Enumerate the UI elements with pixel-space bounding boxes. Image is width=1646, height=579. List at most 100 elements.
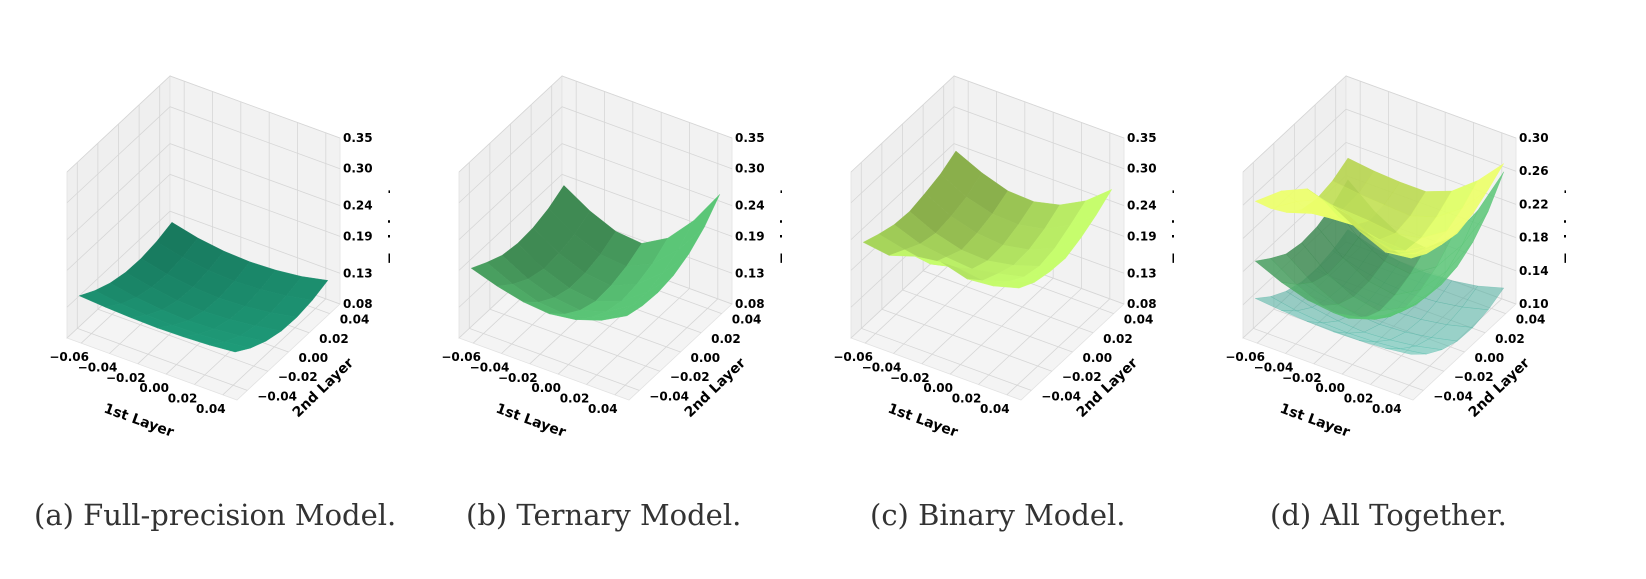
z-tick-label: 0.22	[1519, 197, 1549, 211]
y-tick-label: −0.02	[1454, 370, 1494, 384]
z-tick-label: 0.26	[1519, 164, 1549, 178]
z-tick-label: 0.19	[735, 229, 765, 243]
y-tick-label: −0.04	[649, 389, 689, 403]
x-axis-label: 1st Layer	[102, 401, 176, 441]
z-tick-label: 0.13	[343, 266, 373, 280]
z-axis-label: Training Loss	[1171, 159, 1174, 263]
z-tick-label: 0.08	[735, 297, 765, 311]
x-axis-label: 1st Layer	[1278, 401, 1352, 441]
z-axis-label: Training Loss	[387, 159, 390, 263]
y-tick-label: −0.02	[1062, 370, 1102, 384]
x-tick-label: −0.06	[1225, 350, 1265, 364]
z-axis-label: Training Loss	[1563, 159, 1566, 263]
surface-binary	[1254, 157, 1504, 259]
y-ticks: −0.04 −0.02 0.00 0.02 0.04	[1041, 313, 1153, 404]
panel-b: −0.06 −0.04 −0.02 0.00 0.02 0.04 −0.04 −0.02 0.0…	[392, 0, 782, 460]
grid-z	[458, 143, 733, 240]
z-ticks: 0.10 0.14 0.18 0.22 0.26 0.30	[1519, 131, 1549, 311]
grid-z	[850, 143, 1125, 240]
y-tick-label: −0.02	[670, 370, 710, 384]
z-axis-label: Training Loss	[779, 159, 782, 263]
y-tick-label: 0.02	[319, 332, 349, 346]
x-tick-label: 0.04	[980, 402, 1010, 416]
z-tick-label: 0.14	[1519, 264, 1549, 278]
z-ticks: 0.08 0.13 0.19 0.24 0.30 0.35	[343, 131, 373, 311]
x-ticks: −0.06−0.04−0.020.000.020.04	[49, 350, 225, 416]
z-tick-label: 0.24	[1127, 199, 1157, 213]
grid-z	[850, 106, 1125, 204]
y-tick-label: 0.04	[1124, 313, 1154, 327]
z-tick-label: 0.19	[343, 229, 373, 243]
x-tick-label: 0.00	[139, 381, 169, 395]
z-tick-label: 0.30	[1519, 131, 1549, 145]
x-tick-label: −0.02	[106, 371, 146, 385]
z-tick-label: 0.30	[1127, 162, 1157, 176]
y-tick-label: −0.04	[1041, 389, 1081, 403]
grid-z	[850, 75, 1125, 173]
y-tick-label: 0.04	[1516, 313, 1546, 327]
x-tick-label: −0.04	[862, 361, 902, 375]
y-ticks: −0.04 −0.02 0.00 0.02 0.04	[649, 313, 761, 404]
surface-ternary	[470, 185, 720, 321]
z-tick-label: 0.13	[735, 266, 765, 280]
surface-patch	[209, 341, 251, 353]
x-ticks: −0.06−0.04−0.020.000.020.04	[1225, 350, 1401, 416]
z-tick-label: 0.08	[1127, 297, 1157, 311]
z-tick-label: 0.10	[1519, 297, 1549, 311]
surface-patch	[601, 305, 643, 321]
panel-c: −0.06 −0.04 −0.02 0.00 0.02 0.04 −0.04 −0.02 0.0…	[784, 0, 1174, 460]
z-tick-label: 0.30	[735, 162, 765, 176]
x-axis-label: 1st Layer	[886, 401, 960, 441]
z-tick-label: 0.24	[735, 199, 765, 213]
panel-d: −0.06 −0.04 −0.02 0.00 0.02 0.04 −0.04 −0.02 0.0…	[1176, 0, 1566, 460]
x-tick-label: −0.06	[441, 350, 481, 364]
chart-d-surface: −0.06−0.04−0.020.000.020.04−0.04−0.020.0…	[1225, 75, 1566, 441]
surface-ternary	[1254, 171, 1504, 320]
y-tick-label: 0.04	[340, 313, 370, 327]
x-tick-label: −0.04	[1254, 361, 1294, 375]
caption-c: (c) Binary Model.	[870, 498, 1126, 532]
surface-full-precision	[78, 222, 329, 353]
grid-z	[66, 143, 341, 240]
x-tick-label: −0.06	[833, 350, 873, 364]
grid-z	[66, 173, 341, 271]
surface-patch	[993, 281, 1035, 289]
z-tick-label: 0.24	[343, 199, 373, 213]
chart-c-surface: −0.06−0.04−0.020.000.020.04−0.04−0.020.0…	[833, 75, 1174, 441]
x-tick-label: −0.02	[890, 371, 930, 385]
x-ticks: −0.06−0.04−0.020.000.020.04	[441, 350, 617, 416]
grid-z	[66, 106, 341, 204]
grid-z	[1242, 108, 1517, 206]
caption-d: (d) All Together.	[1270, 498, 1507, 532]
x-tick-label: −0.04	[470, 361, 510, 375]
y-tick-label: −0.04	[1433, 389, 1473, 403]
surface-patch	[1385, 251, 1427, 259]
y-tick-label: −0.02	[278, 370, 318, 384]
y-tick-label: 0.02	[711, 332, 741, 346]
x-tick-label: 0.02	[560, 392, 590, 406]
caption-a: (a) Full-precision Model.	[34, 498, 397, 532]
y-ticks: −0.04 −0.02 0.00 0.02 0.04	[257, 313, 369, 404]
x-tick-label: −0.02	[1282, 371, 1322, 385]
x-axis-label: 1st Layer	[494, 401, 568, 441]
y-tick-label: 0.04	[732, 313, 762, 327]
z-tick-label: 0.30	[343, 162, 373, 176]
caption-b: (b) Ternary Model.	[466, 498, 742, 532]
grid-z	[458, 106, 733, 204]
x-tick-label: −0.06	[49, 350, 89, 364]
x-tick-label: 0.00	[923, 381, 953, 395]
z-tick-label: 0.08	[343, 297, 373, 311]
x-tick-label: −0.02	[498, 371, 538, 385]
y-tick-label: −0.04	[257, 389, 297, 403]
z-ticks: 0.08 0.13 0.19 0.24 0.30 0.35	[735, 131, 765, 311]
x-tick-label: 0.04	[196, 402, 226, 416]
z-ticks: 0.08 0.13 0.19 0.24 0.30 0.35	[1127, 131, 1157, 311]
x-tick-label: 0.02	[168, 392, 198, 406]
grid-z	[66, 210, 341, 308]
surface-binary	[862, 150, 1113, 289]
y-tick-label: 0.00	[299, 351, 329, 365]
chart-a-surface: −0.06−0.04−0.020.000.020.04−0.04−0.020.0…	[49, 75, 390, 441]
y-tick-label: 0.02	[1103, 332, 1133, 346]
x-ticks: −0.06−0.04−0.020.000.020.04	[833, 350, 1009, 416]
